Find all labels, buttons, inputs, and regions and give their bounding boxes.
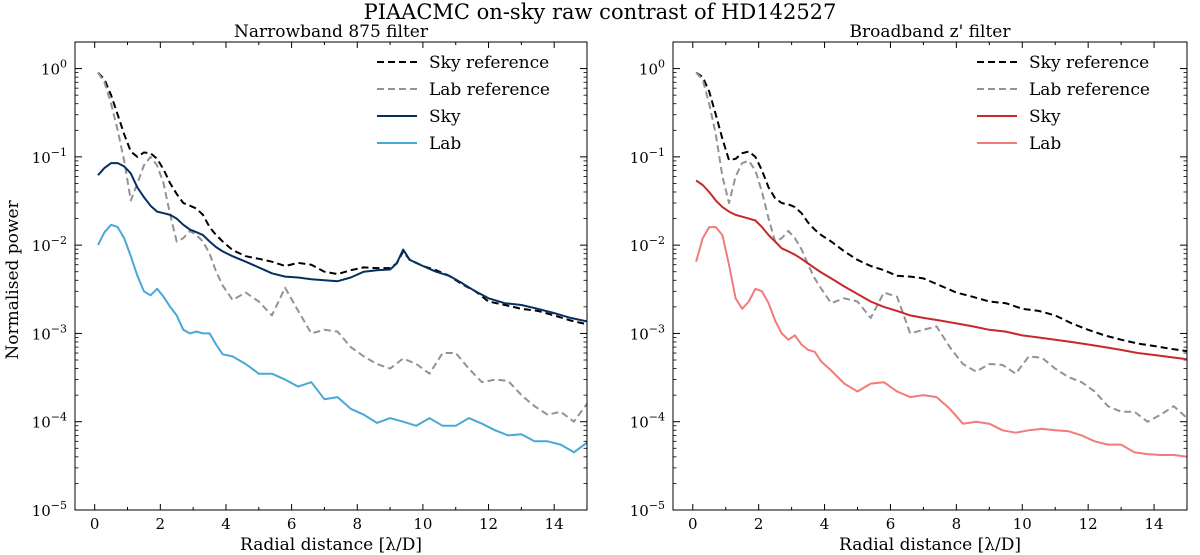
left-x-tick-label: 12 (479, 515, 498, 533)
left-y-tick-label: 100 (41, 58, 67, 79)
left-legend-label: Sky (429, 107, 461, 127)
right-plot-frame (672, 41, 1188, 511)
right-x-tick-label: 14 (1145, 515, 1164, 533)
left-y-tick-label: 10−5 (32, 499, 67, 520)
right-x-tick-label: 8 (952, 515, 962, 533)
left-legend-label: Sky reference (429, 53, 549, 73)
left-x-tick-label: 14 (545, 515, 564, 533)
left-series-lab-reference (97, 72, 587, 423)
left-x-tick-label: 6 (287, 515, 297, 533)
left-legend-label: Lab reference (429, 80, 550, 100)
right-series-sky (695, 179, 1187, 361)
left-chart-title: Narrowband 875 filter (234, 22, 429, 42)
right-x-tick-label: 12 (1079, 515, 1098, 533)
left-y-tick-label: 10−1 (32, 146, 67, 167)
right-legend-label: Sky reference (1029, 53, 1149, 73)
left-x-tick-label: 2 (156, 515, 166, 533)
left-y-tick-label: 10−3 (32, 322, 67, 343)
right-y-tick-label: 10−2 (630, 234, 665, 255)
left-y-tick-label: 10−2 (32, 234, 67, 255)
left-chart-panel: Narrowband 875 filter 0 2 4 6 8 10 12 14 100 10−1 1… (32, 22, 588, 555)
right-legend-label: Sky (1029, 107, 1061, 127)
left-plot-frame (74, 41, 588, 511)
left-legend-label: Lab (429, 134, 461, 154)
left-series-sky (97, 162, 587, 323)
right-chart-title: Broadband z' filter (850, 22, 1012, 42)
right-y-tick-label: 10−4 (630, 411, 665, 432)
left-x-tick-label: 0 (90, 515, 100, 533)
right-chart-panel: Broadband z' filter 0 2 4 6 8 10 12 14 100 10−1 10−… (630, 22, 1188, 555)
left-y-tick-label: 10−4 (32, 411, 67, 432)
right-x-axis-label: Radial distance [λ/D] (839, 535, 1021, 555)
y-axis-label: Normalised power (3, 199, 23, 359)
left-x-axis-label: Radial distance [λ/D] (240, 535, 422, 555)
right-x-tick-label: 6 (886, 515, 896, 533)
right-legend-label: Lab reference (1029, 80, 1150, 100)
left-series-lab (97, 223, 587, 454)
right-y-tick-label: 10−3 (630, 322, 665, 343)
figure-suptitle: PIAACMC on-sky raw contrast of HD142527 (364, 0, 837, 24)
left-x-tick-label: 8 (352, 515, 362, 533)
right-series-lab-reference (695, 71, 1187, 423)
left-series-sky-reference (97, 71, 587, 326)
right-series-sky-reference (695, 71, 1187, 353)
left-x-tick-label: 10 (413, 515, 432, 533)
right-x-tick-label: 4 (820, 515, 830, 533)
right-x-tick-label: 10 (1013, 515, 1032, 533)
right-legend-label: Lab (1029, 134, 1061, 154)
right-series-lab (695, 226, 1187, 458)
right-x-tick-label: 0 (688, 515, 698, 533)
right-y-tick-label: 10−1 (630, 146, 665, 167)
right-y-tick-label: 100 (639, 58, 665, 79)
right-y-tick-label: 10−5 (630, 499, 665, 520)
left-x-tick-label: 4 (221, 515, 231, 533)
right-x-tick-label: 2 (754, 515, 764, 533)
